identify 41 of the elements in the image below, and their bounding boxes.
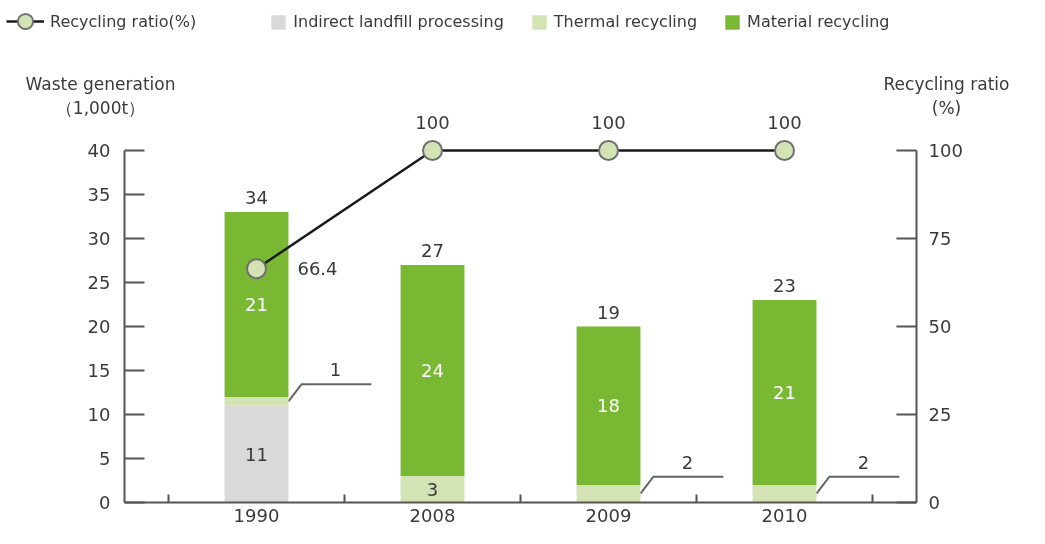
data-label: 100 <box>591 111 626 133</box>
total-label: 34 <box>245 187 268 209</box>
y2-tick-label: 25 <box>928 404 952 425</box>
y2-tick-label: 75 <box>928 228 952 249</box>
legend-label: Material recycling <box>747 12 890 31</box>
data-label: 21 <box>245 294 268 315</box>
total-label: 23 <box>773 275 796 297</box>
data-label: 66.4 <box>297 258 338 280</box>
y2-tick-label: 0 <box>928 492 940 513</box>
y-tick-label: 25 <box>87 272 111 293</box>
data-label: 2 <box>857 451 870 473</box>
y-tick-label: 35 <box>87 184 111 205</box>
legend-label: Thermal recycling <box>553 12 698 31</box>
total-label: 27 <box>421 239 444 261</box>
data-label: 1 <box>329 359 342 381</box>
y-tick-label: 10 <box>87 404 111 425</box>
y-tick-label: 40 <box>87 140 111 161</box>
y-tick-label: 15 <box>87 360 111 381</box>
y-tick-label: 5 <box>99 448 111 469</box>
data-label: 11 <box>245 443 268 465</box>
data-label: 3 <box>426 478 439 500</box>
legend-label: Indirect landfill processing <box>293 12 504 31</box>
total-label: 19 <box>597 301 620 323</box>
x-tick-label: 2009 <box>585 504 632 526</box>
data-label: 18 <box>597 395 620 417</box>
y2-tick-label: 100 <box>928 140 963 161</box>
x-tick-label: 2010 <box>761 504 808 526</box>
y2-tick-label: 50 <box>928 316 952 337</box>
x-tick-label: 1990 <box>233 504 280 526</box>
y-axis-title: Waste generation （1,000t） <box>25 73 176 118</box>
data-label: 2 <box>681 451 694 473</box>
data-label: 21 <box>773 382 796 403</box>
y-tick-label: 20 <box>87 316 111 337</box>
data-label: 24 <box>421 360 444 381</box>
data-label: 100 <box>767 111 802 133</box>
data-label: 100 <box>415 111 450 133</box>
y2-axis-title: Recycling ratio (%) <box>883 73 1010 118</box>
y-tick-label: 30 <box>87 228 111 249</box>
y-tick-label: 0 <box>99 492 111 513</box>
x-tick-label: 2008 <box>409 504 456 526</box>
legend-label: Recycling ratio(%) <box>50 11 197 31</box>
